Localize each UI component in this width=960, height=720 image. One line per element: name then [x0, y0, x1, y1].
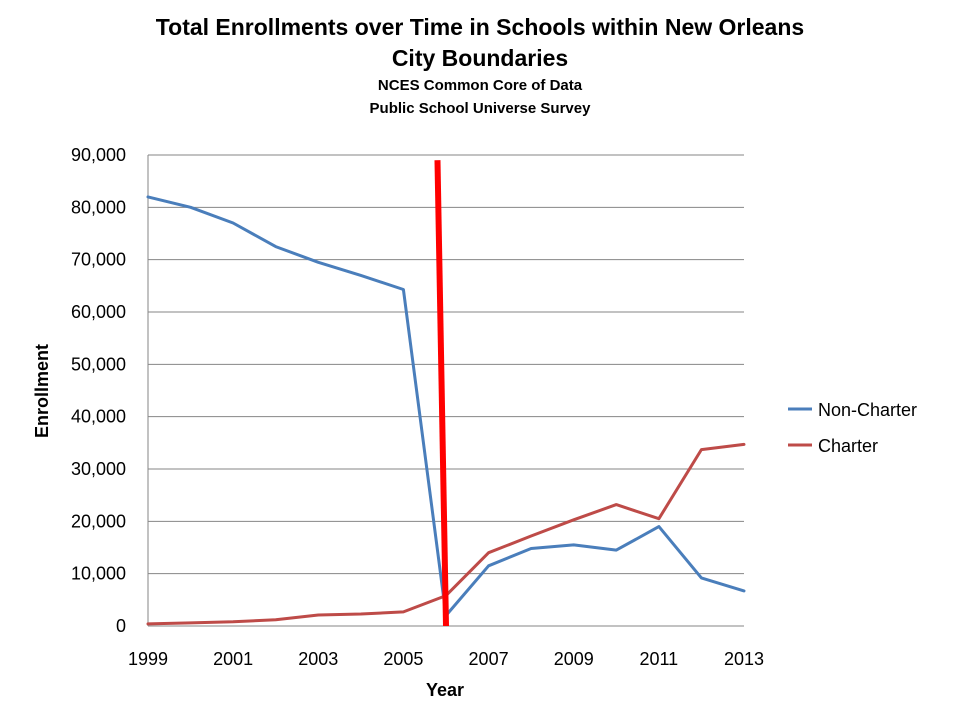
- y-tick-label: 0: [116, 616, 126, 636]
- x-tick-label: 2011: [639, 649, 678, 669]
- chart-title-block: Total Enrollments over Time in Schools w…: [0, 12, 960, 120]
- y-tick-label: 80,000: [71, 197, 126, 217]
- x-tick-label: 2005: [383, 649, 423, 669]
- event-marker-line: [434, 160, 449, 627]
- x-tick-label: 1999: [128, 649, 168, 669]
- x-tick-label: 2003: [298, 649, 338, 669]
- y-tick-label: 40,000: [71, 407, 126, 427]
- y-tick-label: 30,000: [71, 459, 126, 479]
- y-axis-title: Enrollment: [32, 344, 52, 438]
- x-axis-title: Year: [426, 680, 464, 700]
- y-tick-label: 50,000: [71, 354, 126, 374]
- x-tick-label: 2013: [724, 649, 764, 669]
- x-tick-label: 2001: [213, 649, 253, 669]
- annotations: [434, 160, 449, 627]
- chart-subtitle-1: NCES Common Core of Data: [377, 77, 583, 94]
- grid-lines: [148, 154, 744, 575]
- chart-title: Total Enrollments over Time in Schools w…: [0, 12, 960, 74]
- legend: Non-Charter Charter: [788, 400, 917, 456]
- x-tick-label: 2009: [554, 649, 594, 669]
- legend-label: Charter: [818, 436, 878, 456]
- y-tick-label: 90,000: [71, 145, 126, 165]
- y-tick-label: 10,000: [71, 564, 126, 584]
- chart-title-line-1: Total Enrollments over Time in Schools w…: [155, 14, 805, 40]
- x-tick-label: 2007: [469, 649, 509, 669]
- y-tick-label: 70,000: [71, 250, 126, 270]
- y-tick-labels: 0 10,000 20,000 30,000 40,000 50,000 60,000 70,…: [71, 145, 126, 636]
- chart-title-line-2: City Boundaries: [391, 45, 569, 71]
- y-tick-label: 20,000: [71, 511, 126, 531]
- legend-label: Non-Charter: [818, 400, 917, 420]
- x-tick-labels: 1999 2001 2003 2005 2007 2009 2011 2013: [128, 649, 764, 669]
- chart-subtitle-2: Public School Universe Survey: [369, 100, 591, 117]
- y-tick-label: 60,000: [71, 302, 126, 322]
